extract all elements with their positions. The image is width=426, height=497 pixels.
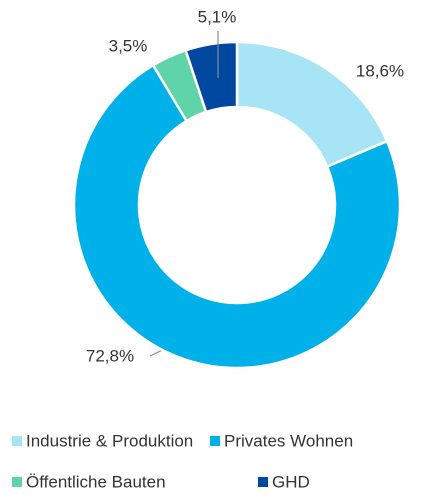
legend-label: GHD <box>272 472 310 491</box>
donut-segment <box>184 40 239 114</box>
legend-label: Privates Wohnen <box>224 431 353 450</box>
data-label: 18,6% <box>356 61 404 80</box>
data-label: 72,8% <box>86 346 134 365</box>
legend-label: Industrie & Produktion <box>26 431 193 450</box>
legend-swatch <box>258 477 268 487</box>
data-label: 3,5% <box>109 36 148 55</box>
legend-swatch <box>210 436 220 446</box>
donut-segment <box>72 63 402 370</box>
legend-swatch <box>12 436 22 446</box>
legend-label: Öffentliche Bauten <box>26 472 166 491</box>
legend-swatch <box>12 477 22 487</box>
data-label: 5,1% <box>198 7 237 26</box>
